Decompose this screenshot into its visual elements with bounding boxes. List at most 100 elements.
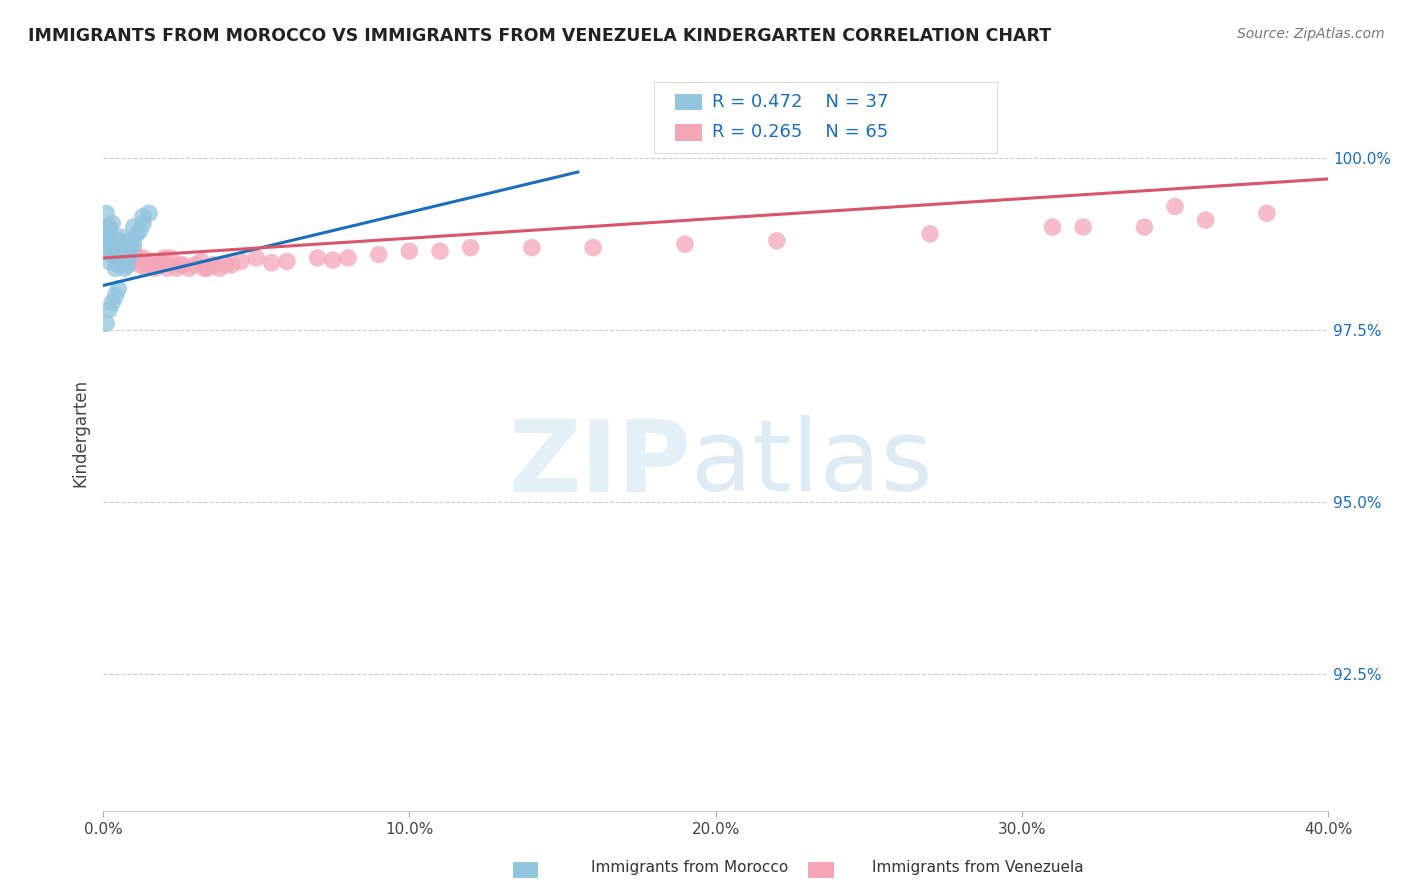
Text: ZIP: ZIP	[508, 415, 692, 512]
Point	[114, 251, 136, 265]
Text: atlas: atlas	[692, 415, 932, 512]
Point	[114, 241, 136, 255]
Point	[101, 241, 124, 255]
Point	[229, 254, 252, 268]
Text: IMMIGRANTS FROM MOROCCO VS IMMIGRANTS FROM VENEZUELA KINDERGARTEN CORRELATION CH: IMMIGRANTS FROM MOROCCO VS IMMIGRANTS FR…	[28, 27, 1052, 45]
Point	[128, 258, 150, 272]
Point	[245, 251, 267, 265]
Point	[1164, 199, 1187, 213]
Point	[98, 241, 121, 255]
Text: Immigrants from Morocco: Immigrants from Morocco	[591, 861, 787, 875]
Text: R = 0.265    N = 65: R = 0.265 N = 65	[711, 123, 889, 141]
Point	[148, 258, 170, 272]
Point	[195, 261, 218, 276]
Point	[918, 227, 941, 241]
Point	[367, 247, 389, 261]
Point	[156, 261, 179, 276]
Point	[98, 302, 121, 317]
Point	[96, 206, 118, 220]
Point	[193, 261, 215, 276]
Point	[190, 254, 212, 268]
Point	[208, 261, 231, 276]
Point	[135, 261, 157, 276]
Point	[122, 254, 145, 268]
Point	[1194, 213, 1216, 227]
Point	[132, 217, 155, 231]
Point	[138, 258, 160, 272]
Point	[1256, 206, 1278, 220]
Point	[1133, 220, 1156, 235]
Point	[177, 261, 200, 276]
Point	[98, 227, 121, 241]
Point	[114, 261, 136, 276]
Point	[96, 227, 118, 241]
Text: Immigrants from Venezuela: Immigrants from Venezuela	[872, 861, 1084, 875]
Point	[166, 261, 188, 276]
Point	[117, 258, 139, 272]
Point	[107, 282, 129, 296]
Point	[107, 258, 129, 272]
Point	[117, 251, 139, 265]
Point	[98, 220, 121, 235]
Point	[107, 237, 129, 252]
Point	[138, 206, 160, 220]
Point	[96, 241, 118, 255]
Point	[125, 251, 148, 265]
Point	[117, 241, 139, 255]
Point	[172, 258, 194, 272]
Point	[141, 254, 163, 268]
Point	[98, 234, 121, 248]
Point	[114, 254, 136, 268]
Point	[132, 251, 155, 265]
Point	[398, 244, 420, 258]
Point	[120, 234, 142, 248]
Point	[582, 241, 605, 255]
Point	[122, 220, 145, 235]
Point	[110, 251, 132, 265]
Point	[128, 223, 150, 237]
Point	[1042, 220, 1064, 235]
Point	[104, 289, 127, 303]
Bar	[675, 94, 702, 111]
Point	[673, 237, 696, 252]
Point	[202, 258, 225, 272]
Point	[93, 230, 115, 244]
Point	[307, 251, 329, 265]
Point	[153, 251, 176, 265]
Text: R = 0.472    N = 37: R = 0.472 N = 37	[711, 93, 889, 111]
Y-axis label: Kindergarten: Kindergarten	[72, 379, 89, 487]
Point	[101, 247, 124, 261]
Point	[122, 237, 145, 252]
FancyBboxPatch shape	[654, 81, 997, 153]
Point	[101, 234, 124, 248]
Point	[98, 254, 121, 268]
Point	[110, 241, 132, 255]
Point	[104, 261, 127, 276]
Point	[110, 244, 132, 258]
Point	[96, 316, 118, 330]
Point	[120, 247, 142, 261]
Point	[520, 241, 543, 255]
Point	[169, 258, 191, 272]
Point	[101, 230, 124, 244]
Bar	[675, 124, 702, 141]
Point	[110, 230, 132, 244]
Point	[97, 220, 120, 235]
Point	[429, 244, 451, 258]
Point	[110, 251, 132, 265]
Point	[104, 237, 127, 252]
Point	[104, 251, 127, 265]
Point	[322, 253, 344, 268]
Point	[766, 234, 789, 248]
Point	[260, 256, 283, 270]
Point	[122, 244, 145, 258]
Point	[214, 258, 236, 272]
Point	[132, 210, 155, 224]
Point	[101, 217, 124, 231]
Point	[96, 241, 118, 255]
Point	[1071, 220, 1094, 235]
Point	[221, 258, 243, 272]
Point	[184, 258, 207, 272]
Point	[143, 261, 166, 276]
Point	[120, 247, 142, 261]
